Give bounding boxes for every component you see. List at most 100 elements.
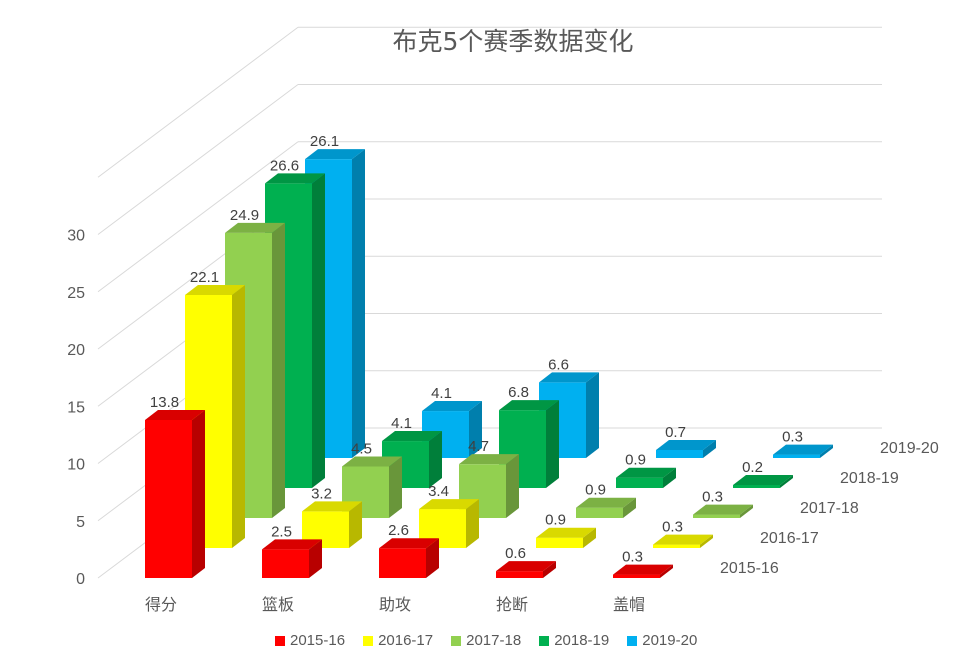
bar-front	[613, 574, 660, 578]
bars	[145, 149, 833, 578]
data-label: 0.7	[665, 424, 686, 441]
bar-front	[145, 419, 192, 578]
data-label: 0.3	[782, 429, 803, 446]
gridline-diagonal	[97, 141, 299, 293]
legend-item: 2017-18	[451, 632, 521, 649]
data-label: 3.2	[311, 485, 332, 502]
series-depth-label: 2017-18	[800, 500, 859, 517]
bar-side	[506, 454, 519, 518]
bar-top	[693, 504, 753, 515]
bar-top	[539, 372, 599, 383]
bar	[613, 564, 673, 578]
bar-side	[586, 372, 599, 458]
bar-front	[379, 548, 426, 578]
bar-top	[302, 501, 362, 512]
bar-top	[422, 401, 482, 412]
y-tick-label: 25	[67, 285, 85, 302]
bar-top	[733, 475, 793, 485]
bar-top	[145, 409, 205, 420]
bar-side	[429, 431, 442, 488]
bar-top	[656, 439, 716, 450]
category-label: 得分	[145, 596, 177, 614]
bar	[773, 444, 833, 458]
legend-swatch	[539, 635, 550, 646]
bar-side	[352, 149, 365, 458]
data-label: 26.1	[310, 133, 339, 150]
bar	[496, 561, 556, 578]
bar	[733, 475, 793, 488]
bar	[379, 538, 439, 578]
bar-side	[703, 439, 716, 458]
bar-side	[780, 475, 793, 488]
series-depth-label: 2019-20	[880, 440, 939, 457]
gridlines	[97, 26, 882, 579]
bar-front	[576, 507, 623, 518]
bar-top	[653, 534, 713, 545]
series-depth-label: 2016-17	[760, 530, 819, 547]
data-label: 4.1	[431, 385, 452, 402]
bar	[262, 539, 322, 578]
bar	[536, 527, 596, 548]
y-tick-label: 5	[76, 514, 85, 531]
legend-label: 2019-20	[642, 632, 698, 649]
data-label: 0.9	[585, 482, 606, 499]
legend-item: 2016-17	[363, 632, 433, 649]
bar-top	[496, 561, 556, 572]
category-label: 助攻	[379, 596, 411, 614]
legend-swatch	[627, 635, 638, 646]
legend-label: 2015-16	[290, 632, 346, 649]
bar-side	[232, 284, 245, 548]
bar	[419, 499, 479, 548]
category-label: 篮板	[262, 596, 294, 614]
bar-front	[536, 537, 583, 548]
bar-side	[469, 401, 482, 458]
data-label: 3.4	[428, 483, 449, 500]
bar-side	[583, 527, 596, 548]
bar-top	[382, 431, 442, 442]
bar	[539, 372, 599, 458]
bar-side	[192, 409, 205, 578]
data-label: 4.5	[351, 440, 372, 457]
legend-item: 2019-20	[627, 632, 697, 649]
data-label: 6.6	[548, 356, 569, 373]
bar-top	[379, 538, 439, 549]
bar-top	[419, 499, 479, 510]
bar-side	[543, 561, 556, 578]
bar-top	[305, 149, 365, 160]
data-label: 4.1	[391, 415, 412, 432]
legend-swatch	[275, 635, 285, 646]
bar-side	[309, 539, 322, 578]
bar-side	[740, 504, 753, 518]
y-tick-label: 30	[67, 228, 85, 245]
gridline-diagonal	[97, 84, 299, 235]
legend-swatch	[363, 635, 374, 646]
data-labels: 26.1 4.1 6.6 0.7 0.3 26.6 4.1 6.8 0.9 0.2 24.9 4.5 4…	[150, 133, 803, 565]
legend-label: 2017-18	[466, 632, 522, 649]
bar	[145, 409, 205, 578]
legend: 2015-16 2016-17 2017-18 2018-19 2019-20	[275, 632, 697, 649]
legend-label: 2016-17	[378, 632, 434, 649]
bar-side	[663, 467, 676, 488]
bar-top	[265, 173, 325, 184]
bar	[653, 534, 713, 548]
bar-front	[262, 549, 309, 578]
bar-top	[185, 284, 245, 295]
y-tick-label: 0	[76, 571, 85, 588]
bar-front	[733, 485, 780, 488]
bar-top	[499, 400, 559, 411]
data-label: 6.8	[508, 384, 529, 401]
y-tick-label: 20	[67, 342, 85, 359]
bar	[616, 467, 676, 488]
bar-top	[342, 456, 402, 467]
series-depth-label: 2018-19	[840, 470, 899, 487]
data-label: 22.1	[190, 269, 219, 286]
bar	[382, 431, 442, 488]
bar-top	[773, 444, 833, 455]
data-label: 2.5	[271, 523, 292, 540]
bar-top	[459, 454, 519, 465]
bar-front	[656, 449, 703, 458]
legend-item: 2015-16	[275, 632, 345, 649]
bar-top	[576, 497, 636, 508]
y-tick-label: 10	[67, 457, 85, 474]
category-label: 抢断	[496, 596, 528, 614]
